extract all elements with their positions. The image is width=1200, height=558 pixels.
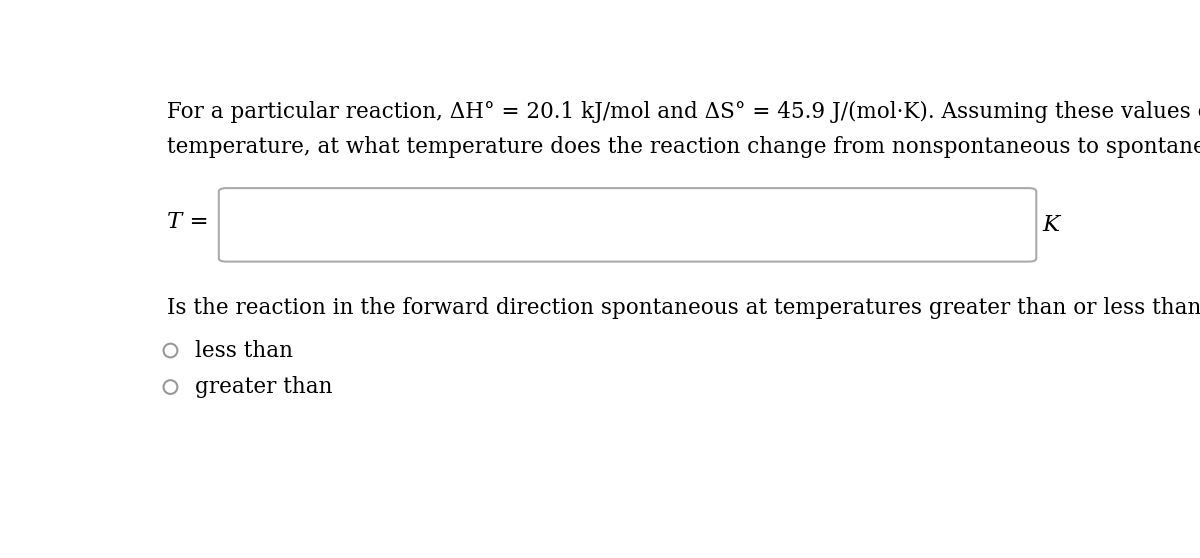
Ellipse shape: [163, 344, 178, 358]
Text: K: K: [1043, 214, 1060, 236]
Text: less than: less than: [194, 339, 293, 362]
Text: Is the reaction in the forward direction spontaneous at temperatures greater tha: Is the reaction in the forward direction…: [167, 297, 1200, 319]
Text: temperature, at what temperature does the reaction change from nonspontaneous to: temperature, at what temperature does th…: [167, 136, 1200, 158]
FancyBboxPatch shape: [218, 188, 1037, 262]
Text: For a particular reaction, ΔH° = 20.1 kJ/mol and ΔS° = 45.9 J/(mol·K). Assuming : For a particular reaction, ΔH° = 20.1 kJ…: [167, 102, 1200, 123]
Text: greater than: greater than: [194, 376, 332, 398]
Ellipse shape: [163, 380, 178, 394]
Text: T =: T =: [167, 210, 209, 233]
